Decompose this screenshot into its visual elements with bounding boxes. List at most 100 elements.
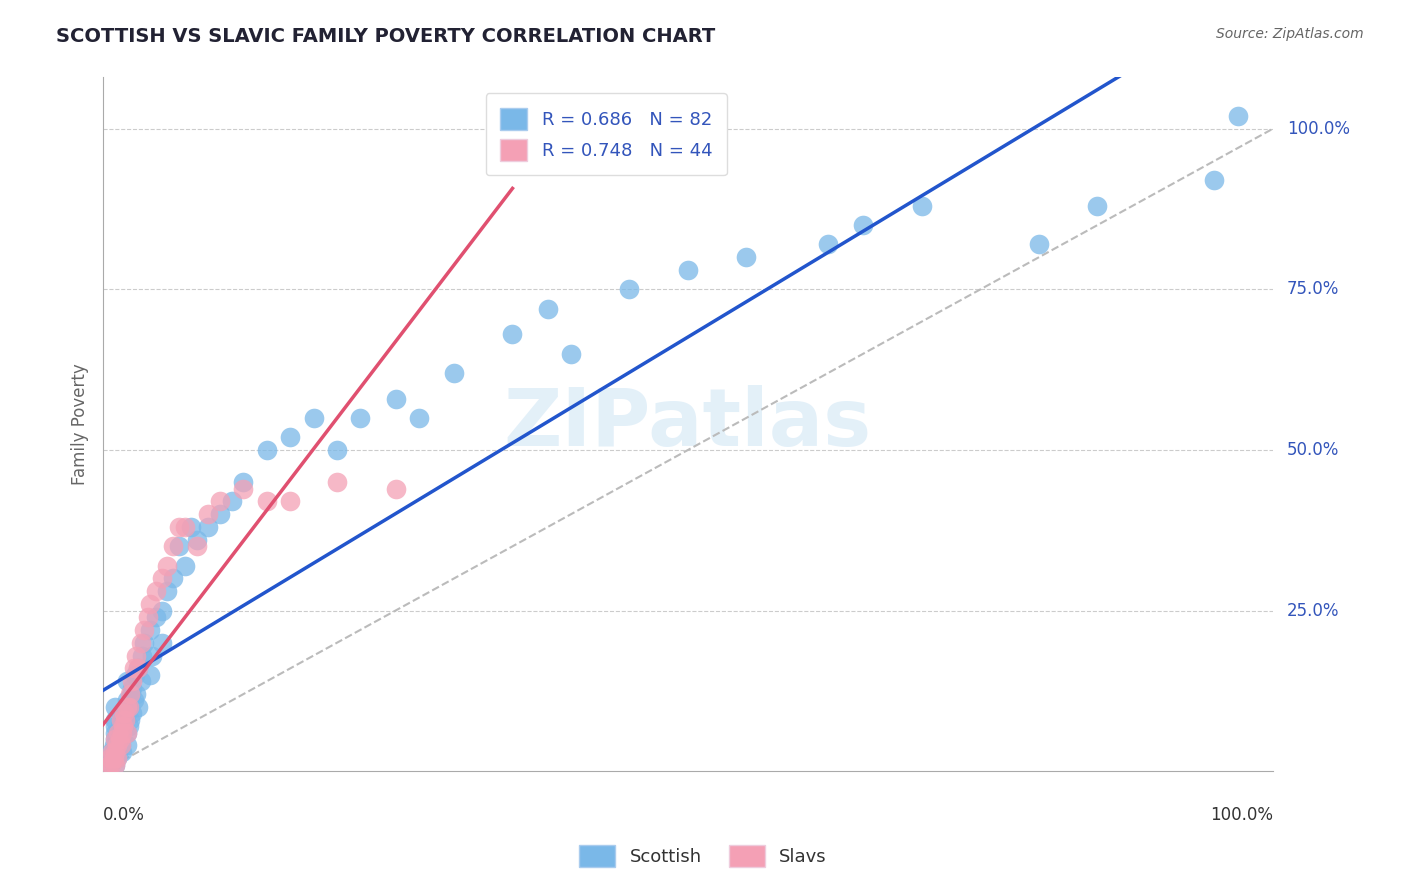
Point xyxy=(174,558,197,573)
Point xyxy=(110,713,132,727)
Point xyxy=(115,706,138,721)
Point xyxy=(101,751,124,765)
Point xyxy=(150,571,173,585)
Point xyxy=(110,725,132,739)
Point xyxy=(150,635,173,649)
Point xyxy=(115,699,138,714)
Point xyxy=(443,366,465,380)
Point xyxy=(180,520,202,534)
Point xyxy=(108,732,131,747)
Text: 25.0%: 25.0% xyxy=(1286,601,1340,620)
Point xyxy=(131,648,153,663)
Point xyxy=(100,745,122,759)
Point xyxy=(110,739,132,753)
Point xyxy=(115,674,138,689)
Point xyxy=(127,699,149,714)
Point xyxy=(186,539,208,553)
Point xyxy=(107,745,129,759)
Point xyxy=(139,667,162,681)
Point xyxy=(139,623,162,637)
Point xyxy=(105,739,128,753)
Point xyxy=(112,706,135,721)
Point xyxy=(103,751,125,765)
Point xyxy=(105,751,128,765)
Text: 100.0%: 100.0% xyxy=(1286,120,1350,138)
Point xyxy=(103,739,125,753)
Point xyxy=(852,218,875,232)
Point xyxy=(118,687,141,701)
Point xyxy=(110,739,132,753)
Point xyxy=(115,725,138,739)
Point xyxy=(111,725,134,739)
Point xyxy=(122,693,145,707)
Point xyxy=(121,706,143,721)
Text: ZIPatlas: ZIPatlas xyxy=(503,385,872,463)
Text: 50.0%: 50.0% xyxy=(1286,441,1339,459)
Point xyxy=(502,327,524,342)
Point xyxy=(104,757,127,772)
Point xyxy=(104,719,127,733)
Point xyxy=(111,713,134,727)
Text: 0.0%: 0.0% xyxy=(103,805,145,824)
Point xyxy=(111,745,134,759)
Point xyxy=(162,571,184,585)
Point xyxy=(104,732,127,747)
Point xyxy=(115,693,138,707)
Point xyxy=(111,719,134,733)
Point xyxy=(129,635,152,649)
Point xyxy=(132,635,155,649)
Point xyxy=(209,494,232,508)
Point xyxy=(278,494,301,508)
Point xyxy=(150,603,173,617)
Text: SCOTTISH VS SLAVIC FAMILY POVERTY CORRELATION CHART: SCOTTISH VS SLAVIC FAMILY POVERTY CORREL… xyxy=(56,27,716,45)
Point xyxy=(232,482,254,496)
Point xyxy=(104,725,127,739)
Point xyxy=(104,745,127,759)
Point xyxy=(1226,109,1249,123)
Point xyxy=(326,475,349,489)
Point xyxy=(118,699,141,714)
Point xyxy=(302,410,325,425)
Point xyxy=(100,757,122,772)
Point xyxy=(167,539,190,553)
Point xyxy=(256,494,278,508)
Point xyxy=(676,263,699,277)
Point xyxy=(167,520,190,534)
Point xyxy=(735,250,758,264)
Point xyxy=(145,584,167,599)
Legend: R = 0.686   N = 82, R = 0.748   N = 44: R = 0.686 N = 82, R = 0.748 N = 44 xyxy=(485,94,727,176)
Y-axis label: Family Poverty: Family Poverty xyxy=(72,363,89,485)
Point xyxy=(1085,199,1108,213)
Point xyxy=(156,584,179,599)
Point xyxy=(278,430,301,444)
Point xyxy=(127,661,149,675)
Point xyxy=(221,494,243,508)
Point xyxy=(129,674,152,689)
Point xyxy=(118,719,141,733)
Point xyxy=(105,751,128,765)
Point xyxy=(107,725,129,739)
Point xyxy=(124,667,146,681)
Point xyxy=(98,757,121,772)
Point xyxy=(817,237,839,252)
Point xyxy=(174,520,197,534)
Point xyxy=(115,725,138,739)
Point xyxy=(408,410,430,425)
Point xyxy=(104,699,127,714)
Point xyxy=(127,661,149,675)
Point xyxy=(115,739,138,753)
Point xyxy=(98,751,121,765)
Point xyxy=(384,482,406,496)
Point xyxy=(98,757,121,772)
Text: 100.0%: 100.0% xyxy=(1209,805,1272,824)
Point xyxy=(121,674,143,689)
Point xyxy=(141,648,163,663)
Point xyxy=(209,507,232,521)
Point xyxy=(326,442,349,457)
Point xyxy=(156,558,179,573)
Point xyxy=(1028,237,1050,252)
Point xyxy=(162,539,184,553)
Point xyxy=(536,301,558,316)
Legend: Scottish, Slavs: Scottish, Slavs xyxy=(572,838,834,874)
Point xyxy=(118,713,141,727)
